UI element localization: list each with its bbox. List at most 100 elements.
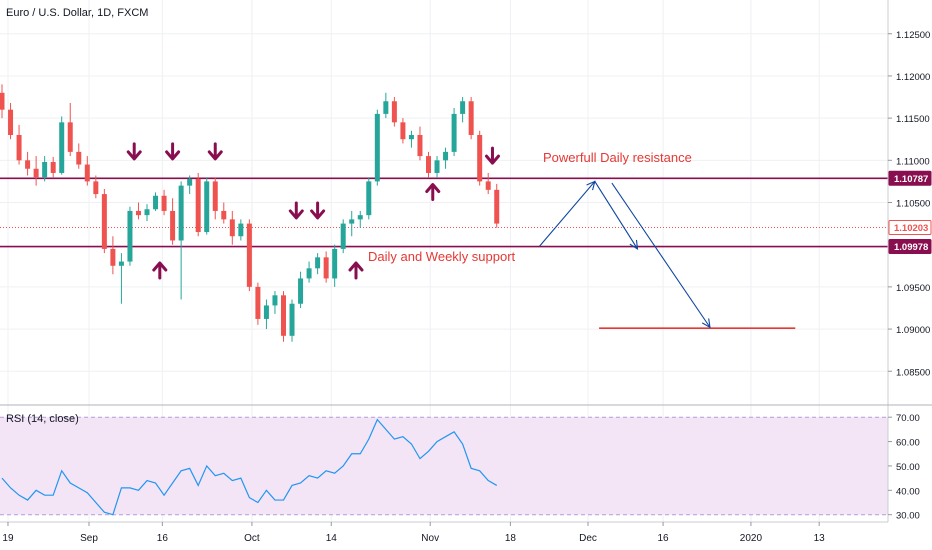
price-tick-label: 1.11500 bbox=[896, 114, 930, 125]
price-level-labels: 1.10787 1.10203 1.09978 bbox=[888, 170, 932, 255]
candle bbox=[212, 177, 218, 220]
candle-body bbox=[323, 257, 329, 279]
candle-body bbox=[426, 156, 431, 173]
arrow-down-icon bbox=[165, 142, 181, 161]
candle bbox=[468, 97, 474, 140]
candle-body bbox=[315, 257, 321, 269]
candle-body bbox=[67, 122, 73, 152]
resistance-price-badge: 1.10787 bbox=[888, 170, 932, 186]
candle-body bbox=[76, 151, 82, 165]
rsi-series bbox=[1, 418, 498, 516]
candle-body bbox=[238, 223, 244, 237]
candle-body bbox=[135, 210, 141, 216]
candle bbox=[204, 177, 210, 235]
price-axis: 1.12500 1.12000 1.11500 1.11000 1.10500 1.095… bbox=[888, 30, 930, 378]
arrow-head bbox=[484, 154, 500, 165]
candle-body bbox=[59, 122, 65, 173]
candle bbox=[229, 210, 235, 245]
candle-body bbox=[306, 268, 312, 279]
price-tick-label: 1.12000 bbox=[896, 72, 930, 83]
support-price-badge: 1.09978 bbox=[888, 239, 932, 255]
arrow-down-icon bbox=[310, 201, 326, 220]
candle-body bbox=[0, 92, 5, 110]
candles[interactable] bbox=[0, 84, 500, 342]
symbol-title: Euro / U.S. Dollar, 1D, FXCM bbox=[6, 7, 148, 19]
candle-body bbox=[16, 135, 22, 161]
candle bbox=[280, 291, 286, 342]
candle bbox=[25, 151, 31, 176]
candle-body bbox=[280, 295, 286, 336]
candle-body bbox=[229, 219, 235, 237]
candle-body bbox=[485, 181, 491, 190]
candle bbox=[246, 219, 252, 292]
current-price-badge: 1.10203 bbox=[888, 220, 932, 236]
candle bbox=[84, 156, 90, 186]
time-tick-label: 16 bbox=[658, 533, 670, 544]
candle-body bbox=[246, 223, 252, 287]
candle bbox=[400, 118, 406, 144]
candle-body bbox=[204, 181, 210, 233]
time-tick-label: Sep bbox=[80, 533, 98, 544]
arrow-up-icon bbox=[348, 261, 364, 280]
candle-body bbox=[170, 210, 176, 241]
candle-body bbox=[374, 113, 380, 182]
price-tick-label: 1.09500 bbox=[896, 283, 930, 294]
candle bbox=[306, 261, 312, 283]
candle-body bbox=[272, 295, 278, 306]
arrow-head bbox=[348, 261, 364, 272]
price-badge-box bbox=[888, 220, 932, 236]
candle-body bbox=[221, 210, 227, 220]
candle bbox=[221, 202, 227, 224]
price-badge-box bbox=[888, 170, 932, 186]
price-badge-text: 1.09978 bbox=[894, 242, 928, 253]
price-tick-label: 1.09000 bbox=[896, 325, 930, 336]
candle bbox=[118, 253, 124, 304]
candle-body bbox=[118, 261, 124, 266]
candle bbox=[161, 189, 167, 216]
candle bbox=[272, 291, 278, 314]
arrow-head bbox=[165, 150, 181, 161]
projection-arrows bbox=[538, 180, 711, 329]
arrow-head bbox=[126, 150, 142, 161]
candle bbox=[298, 271, 304, 308]
candle bbox=[187, 175, 193, 195]
candle bbox=[67, 102, 73, 157]
candle-body bbox=[93, 181, 99, 195]
candle bbox=[135, 202, 141, 220]
candle-body bbox=[161, 195, 167, 211]
candle-body bbox=[101, 194, 107, 249]
arrow-up-icon bbox=[152, 261, 168, 280]
candle-body bbox=[263, 305, 269, 319]
candle-body bbox=[408, 135, 414, 140]
candle bbox=[76, 143, 82, 169]
candle bbox=[101, 189, 107, 254]
arrow-head bbox=[152, 261, 168, 272]
candle bbox=[451, 108, 457, 157]
candle bbox=[8, 102, 14, 140]
candle bbox=[494, 183, 500, 228]
price-tick-label: 1.08500 bbox=[896, 367, 930, 378]
candle bbox=[408, 130, 414, 148]
candle-body bbox=[50, 162, 56, 173]
rsi-tick-label: 30.00 bbox=[896, 511, 920, 522]
arrow-down-icon bbox=[288, 201, 304, 220]
arrow-down-icon bbox=[207, 142, 223, 161]
candle-body bbox=[289, 303, 295, 336]
candle bbox=[349, 210, 355, 237]
candle bbox=[426, 151, 431, 178]
candle-body bbox=[298, 278, 304, 304]
candle-body bbox=[340, 223, 346, 249]
rsi-title: RSI (14, close) bbox=[6, 413, 79, 425]
time-tick-label: 19 bbox=[2, 533, 14, 544]
candle bbox=[144, 204, 150, 222]
projection-arrowhead bbox=[701, 318, 711, 329]
candle bbox=[42, 156, 48, 182]
rsi-tick-label: 70.00 bbox=[896, 413, 920, 424]
candle-body bbox=[468, 101, 474, 135]
candle bbox=[443, 147, 449, 169]
candle-body bbox=[178, 185, 184, 241]
resistance-annotation: Powerfull Daily resistance bbox=[543, 150, 692, 165]
candle bbox=[417, 126, 423, 161]
candle bbox=[0, 84, 5, 119]
candle-body bbox=[451, 113, 457, 152]
